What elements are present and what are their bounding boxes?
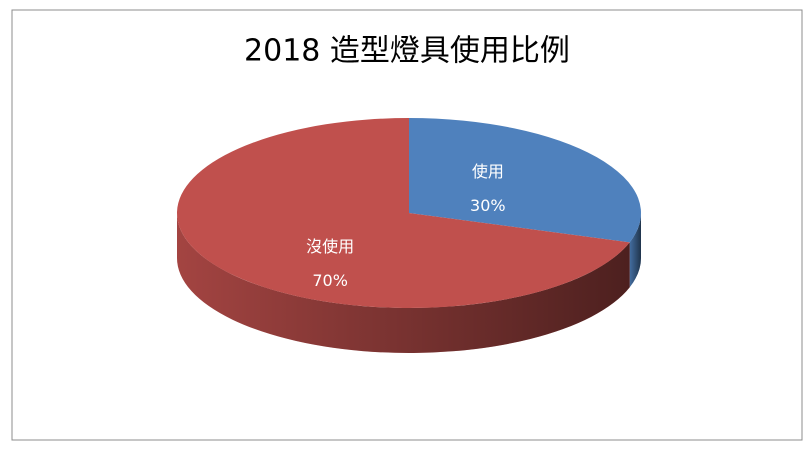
slice-value-label: 70% (312, 271, 348, 290)
side-shade (177, 213, 630, 353)
side-shade (629, 213, 641, 288)
slice-label: 使用 (472, 162, 504, 181)
pie: 使用 30% 沒使用 70% (177, 118, 642, 353)
slice-value-label: 30% (470, 196, 506, 215)
chart-title: 2018 造型燈具使用比例 (244, 34, 570, 69)
slice (177, 118, 630, 308)
slice-label: 沒使用 (306, 237, 354, 256)
slice (409, 118, 642, 243)
